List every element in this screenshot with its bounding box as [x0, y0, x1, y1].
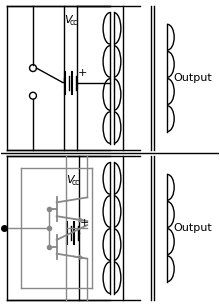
Text: Output: Output [174, 223, 212, 233]
Text: V: V [67, 174, 74, 185]
Text: cc: cc [70, 18, 78, 27]
Text: Output: Output [174, 73, 212, 83]
Text: cc: cc [72, 178, 80, 187]
Text: +: + [78, 68, 87, 78]
Text: +: + [80, 218, 89, 228]
Text: V: V [65, 15, 72, 25]
